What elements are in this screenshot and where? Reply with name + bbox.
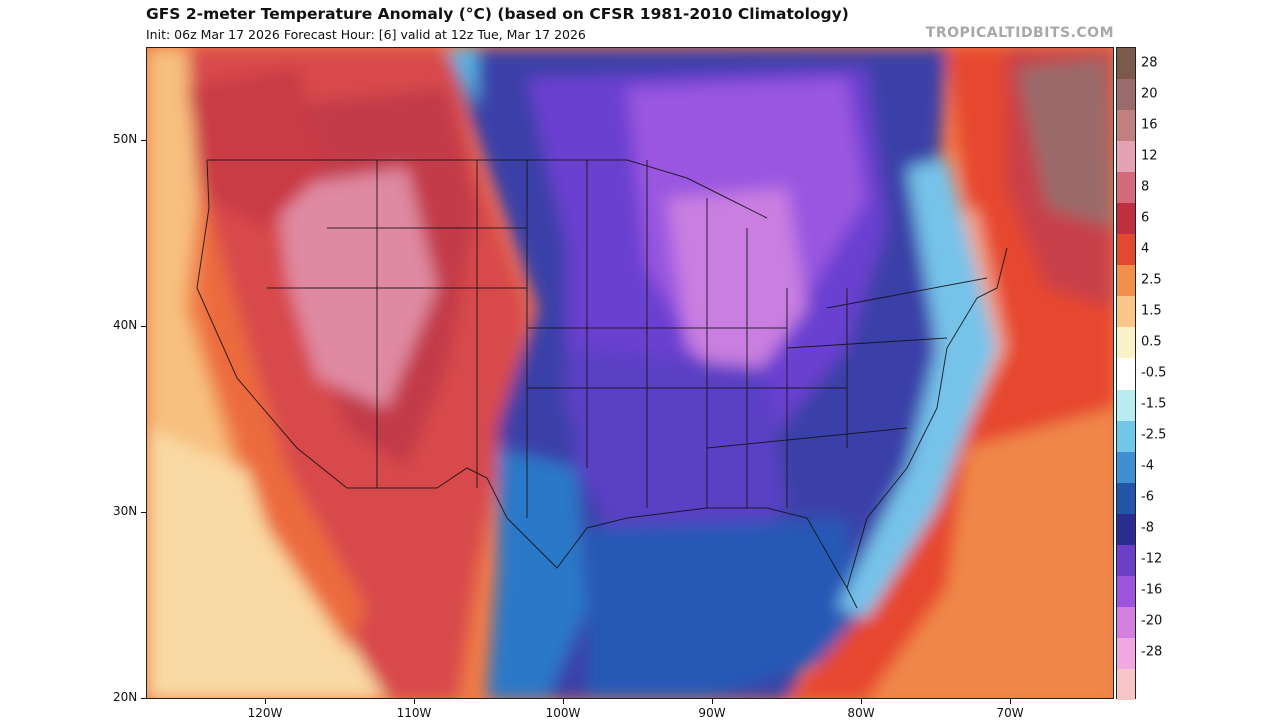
colorbar-segment xyxy=(1117,48,1135,80)
lon-label-80w: 80W xyxy=(847,706,875,720)
colorbar-label: 8 xyxy=(1141,179,1150,195)
colorbar-label: -8 xyxy=(1141,520,1154,536)
colorbar-label: -28 xyxy=(1141,644,1163,660)
colorbar-label: -16 xyxy=(1141,582,1163,598)
colorbar-segment xyxy=(1117,606,1135,639)
colorbar-segment xyxy=(1117,110,1135,142)
colorbar-segment xyxy=(1117,234,1135,266)
colorbar-segment xyxy=(1117,544,1135,577)
colorbar-segment xyxy=(1117,389,1135,422)
colorbar-label: 0.5 xyxy=(1141,334,1162,350)
lon-label-100w: 100W xyxy=(545,706,581,720)
lon-label-70w: 70W xyxy=(996,706,1024,720)
colorbar-segment xyxy=(1117,172,1135,204)
colorbar-label: -12 xyxy=(1141,551,1163,567)
lon-tick xyxy=(414,699,415,704)
lon-tick xyxy=(1010,699,1011,704)
site-watermark: TROPICALTIDBITS.COM xyxy=(925,25,1114,41)
colorbar-label: -1.5 xyxy=(1141,396,1167,412)
forecast-info: Init: 06z Mar 17 2026 Forecast Hour: [6]… xyxy=(146,27,586,42)
colorbar-label: -6 xyxy=(1141,489,1154,505)
colorbar-label: -2.5 xyxy=(1141,427,1167,443)
lat-label-20n: 20N xyxy=(113,690,138,704)
lon-tick xyxy=(265,699,266,704)
lat-label-30n: 30N xyxy=(113,504,138,518)
colorbar-segment xyxy=(1117,513,1135,546)
colorbar-label: 1.5 xyxy=(1141,303,1162,319)
colorbar-label: 16 xyxy=(1141,117,1158,133)
lat-label-50n: 50N xyxy=(113,132,138,146)
colorbar xyxy=(1116,47,1136,701)
lat-tick xyxy=(141,326,146,327)
temperature-anomaly-map xyxy=(146,47,1114,699)
colorbar-label: 28 xyxy=(1141,55,1158,71)
colorbar-segment xyxy=(1117,482,1135,515)
colorbar-label: 6 xyxy=(1141,210,1150,226)
colorbar-label: -0.5 xyxy=(1141,365,1167,381)
colorbar-segment xyxy=(1117,79,1135,111)
lon-label-110w: 110W xyxy=(396,706,432,720)
lat-tick xyxy=(141,698,146,699)
lat-tick xyxy=(141,512,146,513)
colorbar-segment xyxy=(1117,141,1135,173)
colorbar-label: 4 xyxy=(1141,241,1150,257)
anomaly-fields xyxy=(147,48,1113,698)
colorbar-segment xyxy=(1117,203,1135,235)
lat-label-40n: 40N xyxy=(113,318,138,332)
colorbar-segment xyxy=(1117,327,1135,359)
boundary-lines xyxy=(196,159,1008,609)
colorbar-label: 2.5 xyxy=(1141,272,1162,288)
colorbar-segment xyxy=(1117,637,1135,670)
map-title: GFS 2-meter Temperature Anomaly (°C) (ba… xyxy=(146,5,849,23)
colorbar-segment xyxy=(1117,668,1135,701)
colorbar-segment xyxy=(1117,420,1135,453)
lat-tick xyxy=(141,140,146,141)
colorbar-label: 12 xyxy=(1141,148,1158,164)
lon-label-90w: 90W xyxy=(698,706,726,720)
colorbar-segment xyxy=(1117,451,1135,484)
lon-tick xyxy=(712,699,713,704)
colorbar-segment xyxy=(1117,296,1135,328)
lon-tick xyxy=(861,699,862,704)
colorbar-segment xyxy=(1117,575,1135,608)
colorbar-segment xyxy=(1117,358,1135,391)
colorbar-label: -4 xyxy=(1141,458,1154,474)
lon-tick xyxy=(563,699,564,704)
colorbar-segment xyxy=(1117,265,1135,297)
lon-label-120w: 120W xyxy=(247,706,283,720)
colorbar-label: -20 xyxy=(1141,613,1163,629)
colorbar-label: 20 xyxy=(1141,86,1158,102)
